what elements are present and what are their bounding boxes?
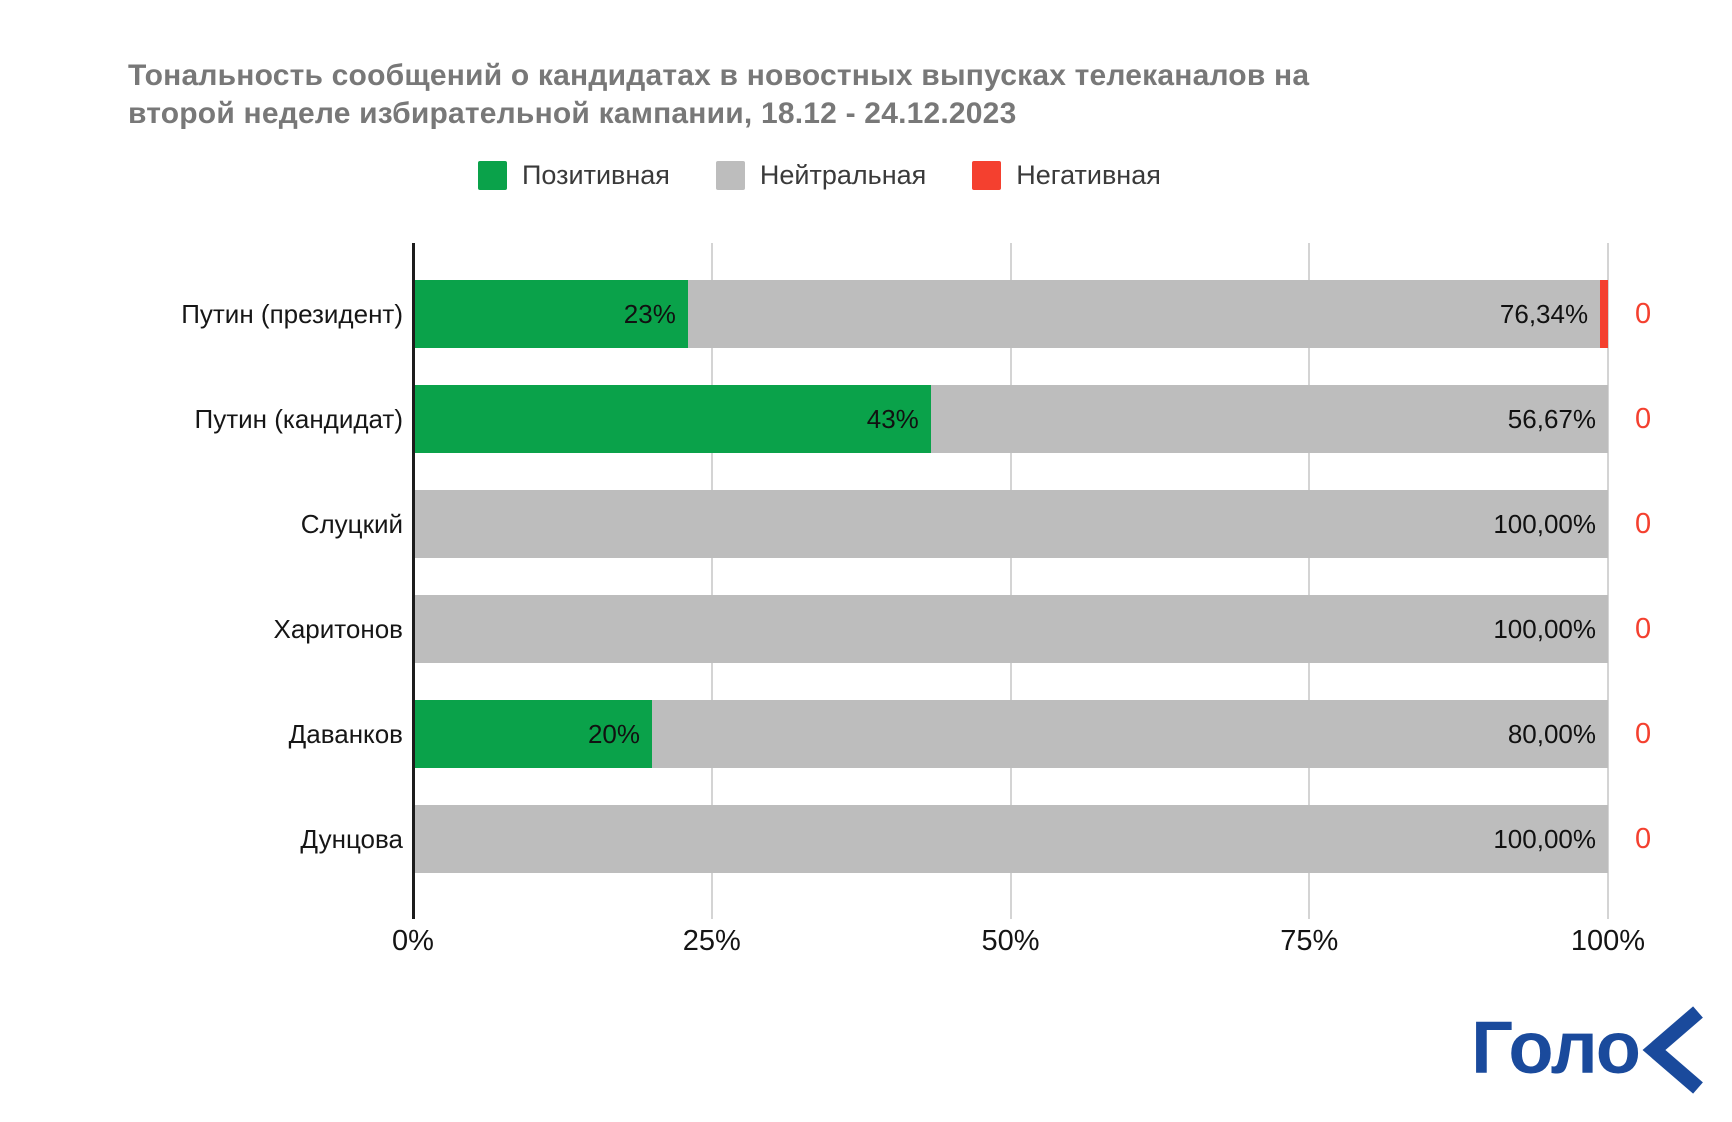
legend-label-neutral: Нейтральная xyxy=(759,160,927,190)
stacked-bar: 100,00% xyxy=(413,805,1608,873)
neutral-segment: 100,00% xyxy=(413,805,1608,873)
positive-value-label: 23% xyxy=(623,299,676,329)
stacked-bar: 43% 56,67% xyxy=(413,385,1608,453)
golos-logo-chevron-icon xyxy=(1642,1006,1703,1094)
neutral-value-label: 100,00% xyxy=(1493,614,1596,644)
chart-title-line2: второй неделе избирательной кампании, 18… xyxy=(128,97,1017,130)
x-tick-25: 25% xyxy=(682,925,741,957)
golos-logo: Голо xyxy=(1471,1002,1706,1094)
negative-value-label: 0 xyxy=(1635,718,1652,750)
positive-value-label: 43% xyxy=(866,404,919,434)
positive-segment: 43% xyxy=(413,385,931,453)
plot-area: Путин (президент) 23% 76,34% 0 Путин (ка… xyxy=(181,243,1651,957)
category-label: Дунцова xyxy=(300,824,403,854)
negative-swatch-icon xyxy=(972,161,1002,190)
neutral-segment: 76,34% xyxy=(687,280,1601,348)
neutral-segment: 100,00% xyxy=(413,595,1608,663)
bar-row-slutsky: Слуцкий 100,00% 0 xyxy=(301,490,1651,558)
gridline-50 xyxy=(1009,243,1012,919)
category-label: Даванков xyxy=(288,719,403,749)
category-label: Путин (кандидат) xyxy=(194,404,403,434)
legend-item-negative: Негативная xyxy=(972,160,1161,191)
positive-segment: 23% xyxy=(413,280,688,348)
positive-swatch-icon xyxy=(478,161,507,190)
bar-row-kharitonov: Харитонов 100,00% 0 xyxy=(274,595,1651,663)
x-tick-100: 100% xyxy=(1570,925,1646,957)
neutral-value-label: 76,34% xyxy=(1499,299,1589,329)
x-tick-0: 0% xyxy=(392,925,434,957)
gridline-75 xyxy=(1308,243,1311,919)
category-label: Харитонов xyxy=(273,614,404,644)
stacked-bar: 100,00% xyxy=(413,490,1608,558)
x-tick-75: 75% xyxy=(1280,925,1339,957)
neutral-segment: 80,00% xyxy=(652,700,1608,768)
neutral-segment: 100,00% xyxy=(413,490,1608,558)
neutral-value-label: 100,00% xyxy=(1493,824,1596,854)
negative-value-label: 0 xyxy=(1635,823,1652,855)
stacked-bar: 23% 76,34% xyxy=(413,280,1608,348)
negative-value-label: 0 xyxy=(1635,403,1652,435)
legend-item-positive: Позитивная xyxy=(478,160,670,191)
stacked-bar: 100,00% xyxy=(413,595,1608,663)
legend: Позитивная Нейтральная Негативная xyxy=(478,160,1161,191)
bar-row-putin-president: Путин (президент) 23% 76,34% 0 xyxy=(181,280,1651,348)
category-label: Путин (президент) xyxy=(181,299,403,329)
golos-logo-text: Голо xyxy=(1471,1006,1641,1089)
gridline-25 xyxy=(710,243,713,919)
neutral-segment: 56,67% xyxy=(930,385,1608,453)
y-axis-line xyxy=(412,243,415,919)
legend-item-neutral: Нейтральная xyxy=(715,160,927,191)
gridline-100 xyxy=(1607,243,1609,919)
negative-value-label: 0 xyxy=(1635,508,1652,540)
bar-row-davankov: Даванков 20% 80,00% 0 xyxy=(289,700,1651,768)
negative-value-label: 0 xyxy=(1635,613,1652,645)
stacked-bar: 20% 80,00% xyxy=(413,700,1608,768)
neutral-swatch-icon xyxy=(715,161,745,190)
legend-label-negative: Негативная xyxy=(1016,160,1161,190)
positive-value-label: 20% xyxy=(587,719,640,749)
neutral-value-label: 80,00% xyxy=(1507,719,1596,749)
chart-title-line1: Тональность сообщений о кандидатах в нов… xyxy=(128,59,1310,92)
category-label: Слуцкий xyxy=(300,509,403,539)
bar-row-putin-candidate: Путин (кандидат) 43% 56,67% 0 xyxy=(195,385,1651,453)
neutral-value-label: 100,00% xyxy=(1493,509,1596,539)
chart-title: Тональность сообщений о кандидатах в нов… xyxy=(128,57,1309,133)
negative-value-label: 0 xyxy=(1635,298,1652,330)
bar-row-duntsova: Дунцова 100,00% 0 xyxy=(300,805,1651,873)
legend-label-positive: Позитивная xyxy=(522,160,670,190)
positive-segment: 20% xyxy=(413,700,652,768)
neutral-value-label: 56,67% xyxy=(1507,404,1596,434)
x-tick-50: 50% xyxy=(981,925,1040,957)
negative-segment xyxy=(1600,280,1608,348)
